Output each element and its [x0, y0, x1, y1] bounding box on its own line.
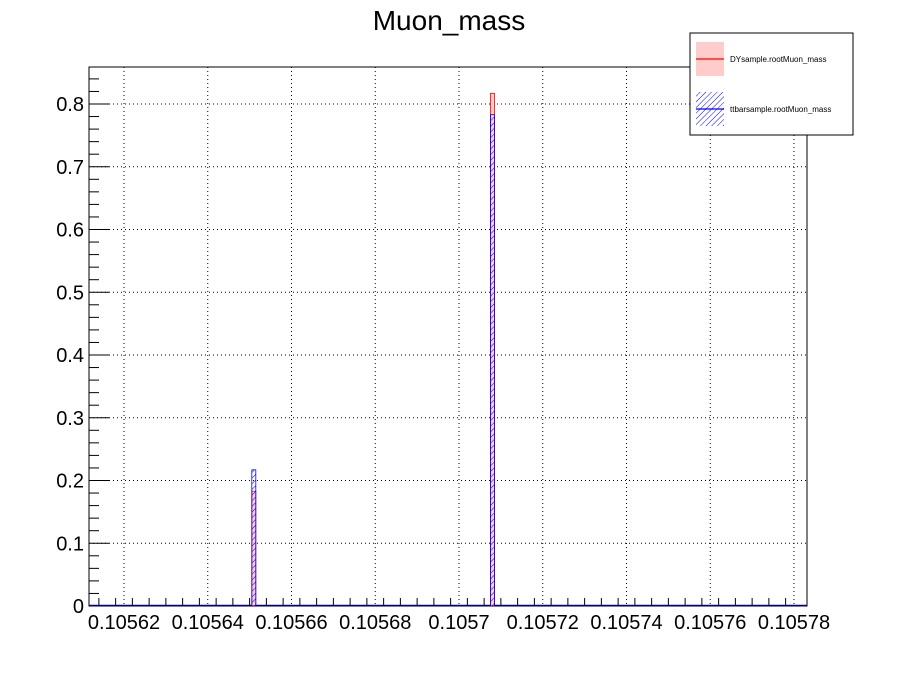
chart-title: Muon_mass [373, 5, 526, 36]
y-tick-label: 0.8 [56, 94, 84, 116]
x-tick-label: 0.10564 [172, 612, 244, 634]
legend-label: ttbarsample.rootMuon_mass [730, 105, 831, 114]
y-tick-label: 0.2 [56, 471, 84, 493]
x-tick-label: 0.10568 [339, 612, 411, 634]
x-tick-label: 0.1057 [428, 612, 489, 634]
bar-ttbarsample [490, 114, 495, 607]
bars-group [89, 92, 807, 607]
x-tick-label: 0.10576 [674, 612, 746, 634]
y-tick-label: 0 [73, 596, 84, 618]
y-tick-label: 0.7 [56, 157, 84, 179]
y-tick-label: 0.1 [56, 533, 84, 555]
grid-lines [89, 67, 807, 606]
axes-group: 0.10562 0.10564 0.10566 0.10568 0.1057 0.1057… [56, 78, 830, 634]
x-tick-label: 0.10566 [255, 612, 327, 634]
x-tick-label: 0.10574 [590, 612, 662, 634]
x-tick-label: 0.10578 [758, 612, 830, 634]
y-tick-label: 0.4 [56, 345, 84, 367]
y-tick-label: 0.5 [56, 282, 84, 304]
x-tick-label: 0.10562 [88, 612, 160, 634]
plot-frame [88, 66, 808, 607]
legend-label: DYsample.rootMuon_mass [730, 55, 826, 64]
x-tick-label: 0.10572 [507, 612, 579, 634]
bar-ttbarsample [251, 469, 257, 607]
legend: DYsample.rootMuon_mass ttbarsample.rootMu… [689, 32, 854, 136]
y-tick-label: 0.6 [56, 220, 84, 242]
y-tick-label: 0.3 [56, 408, 84, 430]
